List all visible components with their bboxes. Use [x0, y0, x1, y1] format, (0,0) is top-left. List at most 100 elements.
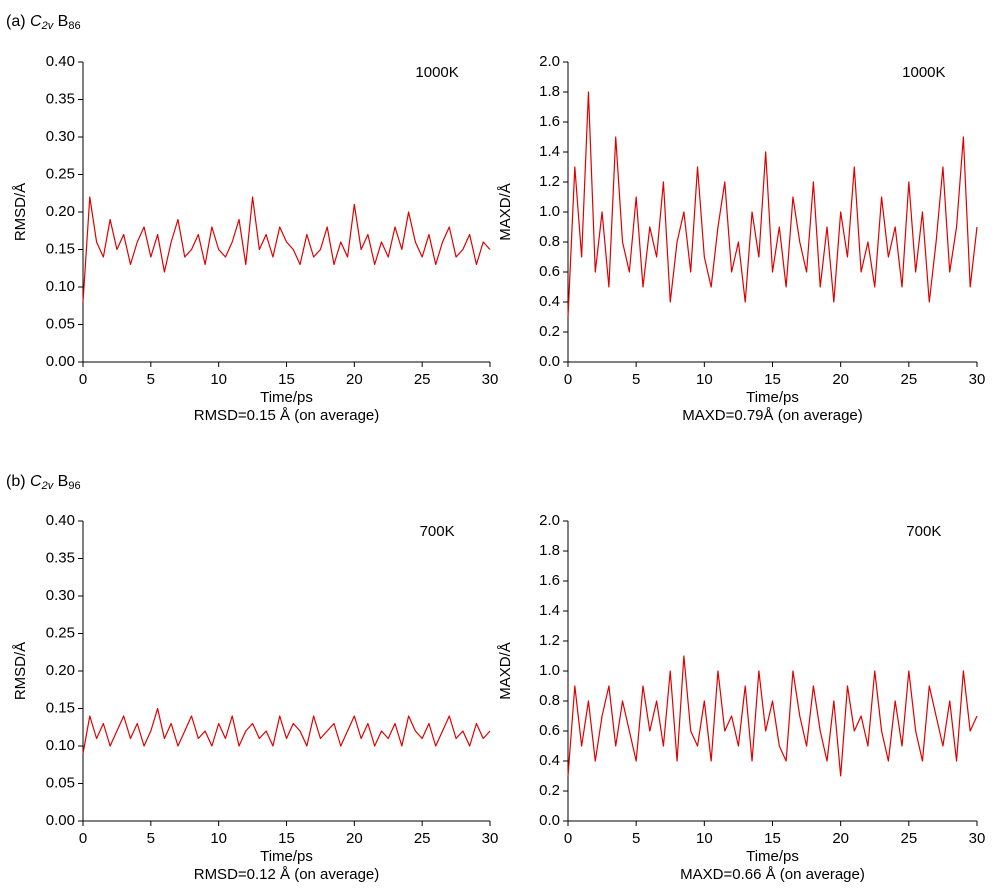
y-axis-label: RMSD/Å: [12, 642, 29, 700]
y-tick-label: 1.8: [539, 542, 560, 559]
x-tick-label: 20: [346, 830, 363, 847]
x-tick-label: 0: [564, 830, 572, 847]
y-tick-label: 0.05: [46, 774, 75, 791]
y-tick-label: 0.8: [539, 233, 560, 250]
x-tick-label: 25: [414, 830, 431, 847]
x-tick-label: 25: [900, 830, 917, 847]
annotation: 700K: [906, 523, 941, 540]
y-axis-label: MAXD/Å: [497, 642, 514, 700]
y-tick-label: 0.40: [46, 53, 75, 70]
y-tick-label: 0.40: [46, 512, 75, 529]
y-axis-label: MAXD/Å: [497, 183, 514, 241]
annotation: 1000K: [902, 64, 945, 81]
y-tick-label: 1.4: [539, 143, 560, 160]
data-line: [82, 196, 491, 303]
y-tick-label: 1.6: [539, 113, 560, 130]
y-tick-label: 0.0: [539, 353, 560, 370]
y-tick-label: 0.2: [539, 323, 560, 340]
x-tick-label: 10: [696, 371, 713, 388]
x-tick-label: 15: [278, 830, 295, 847]
x-tick-label: 20: [832, 371, 849, 388]
y-tick-label: 1.6: [539, 572, 560, 589]
x-axis-label: Time/ps: [260, 389, 313, 406]
y-tick-label: 0.00: [46, 812, 75, 829]
y-tick-label: 0.35: [46, 549, 75, 566]
y-tick-label: 0.10: [46, 737, 75, 754]
data-line: [82, 707, 491, 754]
y-tick-label: 1.4: [539, 602, 560, 619]
x-tick-label: 30: [482, 830, 499, 847]
y-tick-label: 0.8: [539, 692, 560, 709]
y-tick-label: 0.15: [46, 699, 75, 716]
caption: MAXD=0.79Å (on average): [682, 407, 863, 424]
y-tick-label: 0.05: [46, 315, 75, 332]
y-tick-label: 0.35: [46, 90, 75, 107]
x-tick-label: 20: [346, 371, 363, 388]
y-tick-label: 0.6: [539, 263, 560, 280]
x-tick-label: 15: [278, 371, 295, 388]
data-line: [567, 91, 978, 318]
symmetry-sub: 2v: [41, 20, 55, 32]
data-line: [567, 655, 978, 777]
y-tick-label: 1.2: [539, 173, 560, 190]
caption: MAXD=0.66 Å (on average): [680, 866, 865, 883]
symmetry: C: [30, 13, 42, 30]
x-axis-label: Time/ps: [746, 389, 799, 406]
y-tick-label: 2.0: [539, 512, 560, 529]
x-tick-label: 5: [632, 371, 640, 388]
panel-label: (b) C2v B96: [6, 473, 81, 494]
y-tick-label: 0.00: [46, 353, 75, 370]
y-tick-label: 0.25: [46, 165, 75, 182]
y-tick-label: 0.20: [46, 203, 75, 220]
x-tick-label: 15: [764, 371, 781, 388]
x-tick-label: 20: [832, 830, 849, 847]
x-tick-label: 25: [900, 371, 917, 388]
element-sub: 86: [68, 20, 80, 32]
x-tick-label: 30: [969, 371, 986, 388]
y-tick-label: 1.0: [539, 662, 560, 679]
x-tick-label: 0: [79, 371, 87, 388]
y-tick-label: 0.10: [46, 278, 75, 295]
y-tick-label: 0.6: [539, 722, 560, 739]
y-tick-label: 0.0: [539, 812, 560, 829]
y-tick-label: 1.8: [539, 83, 560, 100]
x-tick-label: 5: [147, 830, 155, 847]
y-tick-label: 0.4: [539, 293, 560, 310]
annotation: 1000K: [415, 64, 458, 81]
element: B: [58, 13, 69, 30]
caption: RMSD=0.15 Å (on average): [194, 407, 380, 424]
caption: RMSD=0.12 Å (on average): [194, 866, 380, 883]
annotation: 700K: [420, 523, 455, 540]
panel-prefix: (a): [6, 13, 26, 30]
x-tick-label: 15: [764, 830, 781, 847]
element-sub: 96: [68, 480, 80, 492]
x-axis-label: Time/ps: [260, 848, 313, 865]
x-tick-label: 30: [482, 371, 499, 388]
y-tick-label: 2.0: [539, 53, 560, 70]
y-tick-label: 0.4: [539, 752, 560, 769]
panel-prefix: (b): [6, 473, 26, 490]
y-tick-label: 0.15: [46, 240, 75, 257]
y-tick-label: 1.0: [539, 203, 560, 220]
element: B: [58, 473, 69, 490]
x-tick-label: 10: [696, 830, 713, 847]
y-axis-label: RMSD/Å: [12, 183, 29, 241]
x-tick-label: 5: [632, 830, 640, 847]
y-tick-label: 0.20: [46, 662, 75, 679]
y-tick-label: 0.2: [539, 782, 560, 799]
y-tick-label: 0.25: [46, 624, 75, 641]
x-tick-label: 5: [147, 371, 155, 388]
x-tick-label: 0: [564, 371, 572, 388]
symmetry-sub: 2v: [41, 480, 55, 492]
x-tick-label: 0: [79, 830, 87, 847]
x-tick-label: 25: [414, 371, 431, 388]
x-tick-label: 30: [969, 830, 986, 847]
symmetry: C: [30, 473, 42, 490]
y-tick-label: 0.30: [46, 128, 75, 145]
panel-label: (a) C2v B86: [6, 13, 81, 34]
y-tick-label: 0.30: [46, 587, 75, 604]
y-tick-label: 1.2: [539, 632, 560, 649]
x-tick-label: 10: [210, 371, 227, 388]
